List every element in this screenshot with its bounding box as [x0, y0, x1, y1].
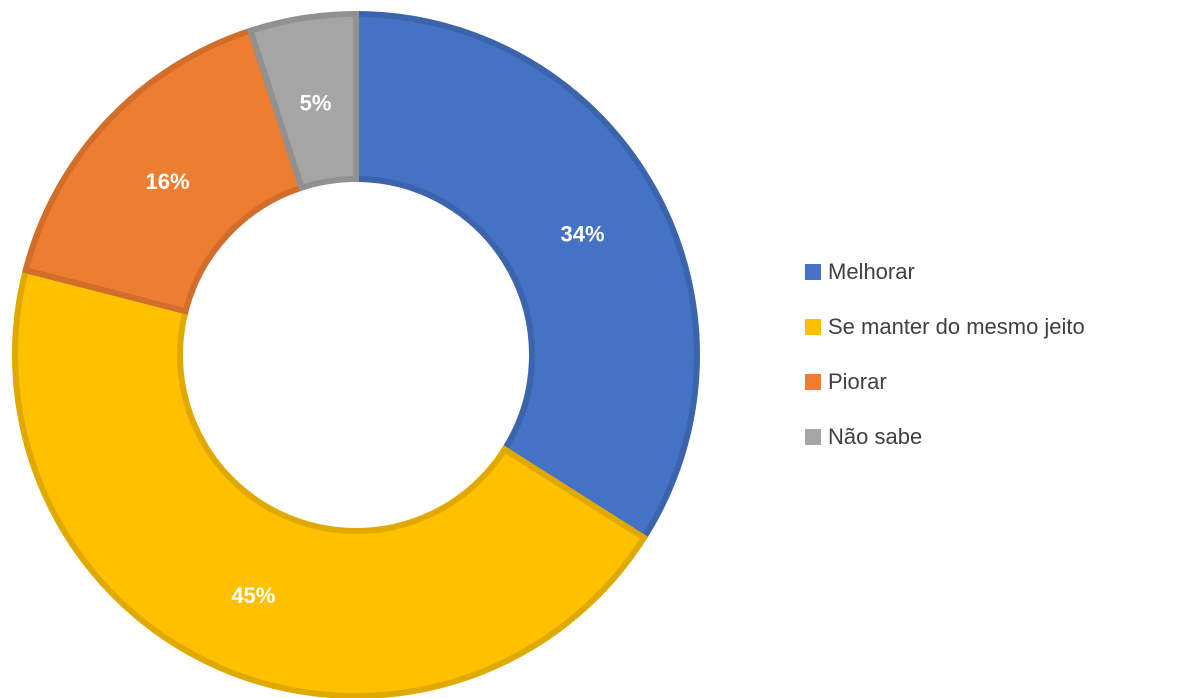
donut-slice [22, 26, 306, 315]
donut-slice [12, 266, 649, 698]
legend-swatch [805, 319, 821, 335]
legend-swatch [805, 374, 821, 390]
data-label: 34% [561, 221, 605, 246]
legend-label: Se manter do mesmo jeito [828, 314, 1085, 339]
data-label: 5% [300, 90, 332, 115]
data-label: 16% [146, 169, 190, 194]
legend-swatch [805, 264, 821, 280]
legend-swatch [805, 429, 821, 445]
legend-label: Melhorar [828, 259, 915, 284]
data-label: 45% [231, 583, 275, 608]
legend-label: Piorar [828, 369, 887, 394]
donut-slice [246, 10, 359, 192]
donut-slice [353, 10, 700, 542]
legend-label: Não sabe [828, 424, 922, 449]
